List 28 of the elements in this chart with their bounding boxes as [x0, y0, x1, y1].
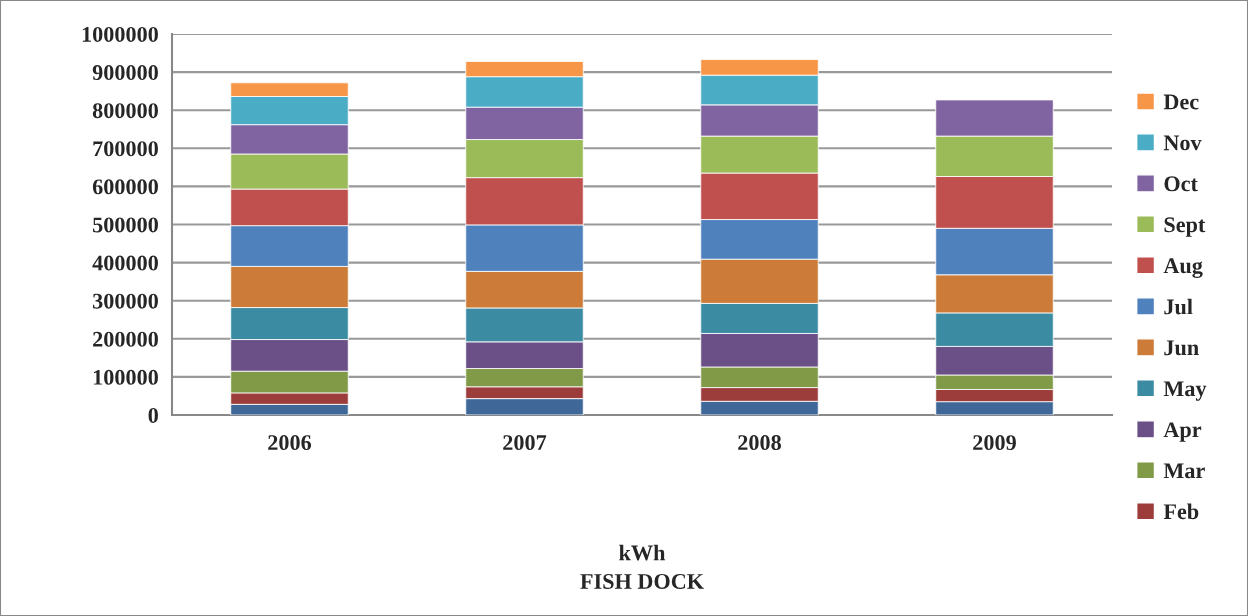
y-tick-label: 1000000 [82, 26, 158, 42]
x-axis-title: kWh [619, 544, 666, 561]
legend-label: Feb [1163, 503, 1199, 520]
legend-label: Oct [1164, 176, 1198, 192]
legend-label: Dec [1163, 94, 1199, 110]
y-tick-label: 100000 [93, 369, 158, 385]
y-tick-label: 400000 [92, 255, 158, 271]
legend-label: Mar [1163, 463, 1205, 479]
legend-label: Jun [1164, 340, 1199, 356]
y-tick-label: 200000 [93, 331, 158, 347]
y-tick-label: 800000 [92, 103, 158, 119]
y-tick-label: 500000 [93, 217, 158, 233]
y-tick-label: 0 [148, 407, 158, 423]
x-tick-label: 2007 [503, 435, 547, 451]
y-tick-label: 300000 [92, 293, 158, 309]
y-tick-label: 900000 [92, 65, 158, 81]
x-tick-label: 2009 [973, 435, 1016, 451]
legend-label: Aug [1163, 258, 1203, 278]
legend-label: Nov [1163, 135, 1202, 151]
legend-label: May [1163, 381, 1207, 401]
legend-label: Apr [1163, 422, 1202, 442]
legend-label: Jul [1164, 298, 1193, 315]
text: FISH DOCK [580, 573, 704, 589]
y-tick-label: 700000 [93, 141, 158, 157]
x-tick-label: 2008 [738, 435, 781, 451]
x-tick-label: 2006 [268, 435, 312, 451]
y-tick-label: 600000 [92, 179, 158, 195]
legend-label: Sept [1164, 217, 1206, 237]
